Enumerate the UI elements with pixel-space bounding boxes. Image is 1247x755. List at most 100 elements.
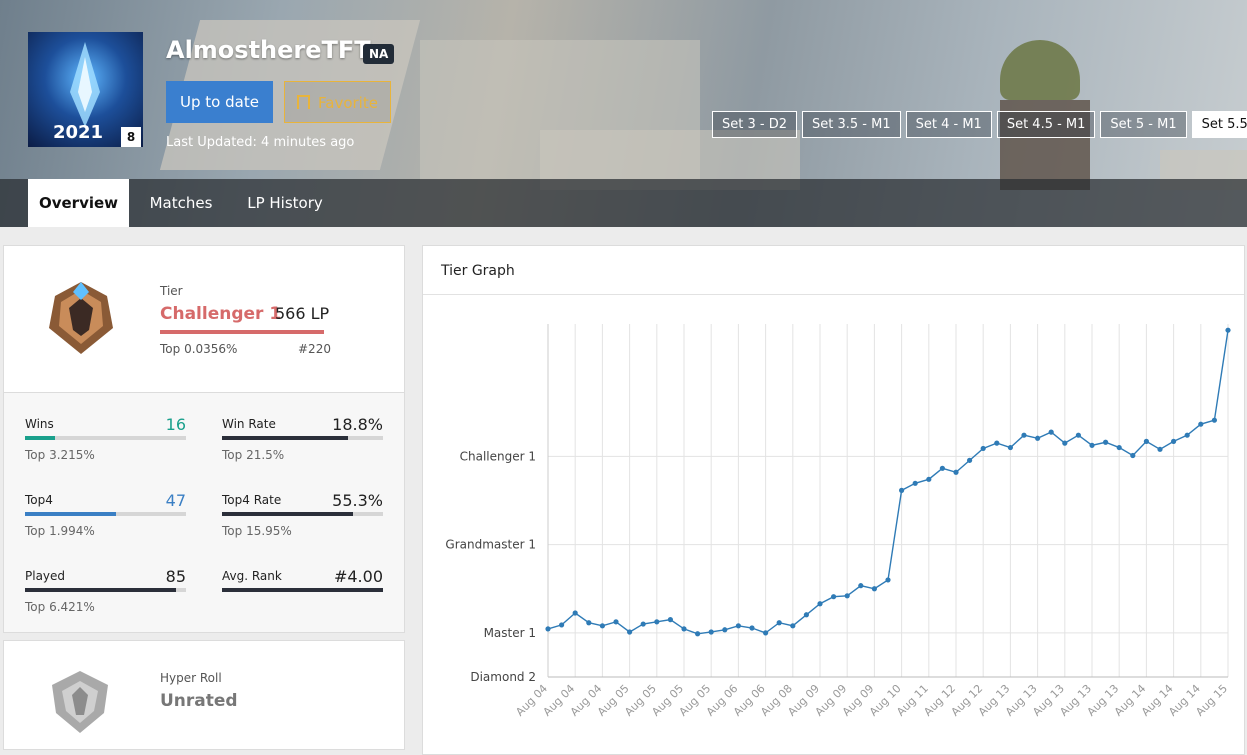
favorite-label: Favorite: [318, 94, 378, 112]
point: [803, 612, 809, 618]
stat: Played 85 Top 6.421%: [25, 567, 186, 629]
stat-bar-fill: [222, 588, 383, 592]
y-tick-label: Diamond 2: [470, 670, 536, 684]
set-button[interactable]: Set 5.5 - C1: [1191, 111, 1247, 138]
stat-bar-fill: [222, 436, 348, 440]
point: [1021, 432, 1027, 438]
point: [627, 629, 633, 635]
point: [912, 480, 918, 486]
chart-title: Tier Graph: [441, 263, 515, 279]
tab[interactable]: Matches: [149, 194, 213, 212]
region-badge: NA: [363, 44, 395, 64]
point: [1035, 435, 1041, 441]
point: [1225, 327, 1231, 333]
point: [926, 476, 932, 482]
set-button[interactable]: Set 3 - D2: [712, 111, 797, 138]
stat-bar: [222, 512, 383, 516]
point: [1184, 432, 1190, 438]
stat-value: 16: [165, 415, 186, 434]
point: [735, 623, 741, 629]
point: [1211, 417, 1217, 423]
point: [681, 626, 687, 632]
stat-top: Top 21.5%: [222, 448, 285, 462]
set-selector: Set 3 - D2 Set 3.5 - M1 Set 4 - M1 Set 4.5 …: [712, 111, 1247, 138]
avatar-year: 2021: [52, 122, 104, 143]
point: [1171, 438, 1177, 444]
stat-bar-fill: [25, 512, 116, 516]
stat: Avg. Rank #4.00: [222, 567, 383, 629]
set-button[interactable]: Set 3.5 - M1: [802, 111, 901, 138]
tier-emblem: [49, 282, 113, 354]
favorite-button[interactable]: Favorite: [284, 81, 391, 123]
point: [640, 621, 646, 627]
point: [572, 610, 578, 616]
point: [749, 625, 755, 631]
point: [790, 623, 796, 629]
y-tick-label: Grandmaster 1: [445, 538, 536, 552]
stat-bar: [25, 436, 186, 440]
stat-label: Wins: [25, 417, 54, 431]
point: [695, 631, 701, 637]
stat-bar: [25, 588, 186, 592]
divider: [423, 294, 1244, 295]
stat-value: 85: [165, 567, 186, 586]
point: [844, 593, 850, 599]
point: [899, 487, 905, 493]
banner-art: [1000, 40, 1080, 100]
point: [654, 619, 660, 625]
point: [817, 601, 823, 607]
tier-graph-card: Tier Graph: [422, 245, 1245, 755]
point: [1089, 442, 1095, 448]
tier-top: Top 0.0356%: [160, 342, 238, 356]
stat-bar-fill: [25, 588, 176, 592]
set-button[interactable]: Set 5 - M1: [1100, 111, 1187, 138]
avatar-art: [70, 42, 100, 127]
stats-card: Wins 16 Top 3.215% Win Rate 18.8% Top 21.5% To…: [3, 392, 405, 633]
tab[interactable]: Overview: [28, 179, 129, 227]
y-tick-label: Challenger 1: [460, 449, 536, 463]
point: [1130, 452, 1136, 459]
point: [586, 620, 592, 626]
tier-position: #220: [298, 342, 331, 356]
point: [599, 623, 605, 629]
update-button[interactable]: Up to date: [166, 81, 273, 123]
point: [994, 440, 1000, 446]
tier-lp: 566 LP: [275, 304, 330, 323]
hyper-roll-emblem: [52, 671, 108, 733]
level-badge: 8: [121, 127, 141, 147]
stat: Win Rate 18.8% Top 21.5%: [222, 415, 383, 477]
set-button[interactable]: Set 4.5 - M1: [996, 111, 1096, 138]
point: [885, 577, 891, 583]
banner-art: [1000, 100, 1090, 190]
summoner-name: AlmosthereTFT: [166, 36, 371, 64]
stat: Wins 16 Top 3.215%: [25, 415, 186, 477]
stat-label: Win Rate: [222, 417, 276, 431]
point: [763, 630, 769, 636]
stat-top: Top 1.994%: [25, 524, 95, 538]
point: [1048, 429, 1054, 435]
point: [1116, 444, 1122, 451]
stat-bar: [222, 436, 383, 440]
point: [831, 594, 837, 600]
point: [967, 457, 973, 463]
stat-bar: [25, 512, 186, 516]
set-button[interactable]: Set 4 - M1: [905, 111, 992, 138]
stat-value: #4.00: [333, 567, 383, 586]
stat-label: Avg. Rank: [222, 569, 282, 583]
point: [776, 620, 782, 626]
point: [667, 617, 673, 623]
point: [559, 622, 565, 628]
point: [708, 629, 714, 635]
stat-top: Top 15.95%: [222, 524, 292, 538]
stat-bar: [222, 588, 383, 592]
tier-label: Tier: [160, 284, 183, 298]
stat: Top4 Rate 55.3% Top 15.95%: [222, 491, 383, 553]
stat-label: Played: [25, 569, 66, 583]
point: [939, 465, 946, 471]
tab[interactable]: LP History: [247, 194, 323, 212]
stat-label: Top4: [25, 493, 53, 507]
line: [547, 330, 1229, 635]
point: [980, 445, 986, 452]
tier-bar: [160, 330, 324, 334]
stat-top: Top 6.421%: [25, 600, 95, 614]
